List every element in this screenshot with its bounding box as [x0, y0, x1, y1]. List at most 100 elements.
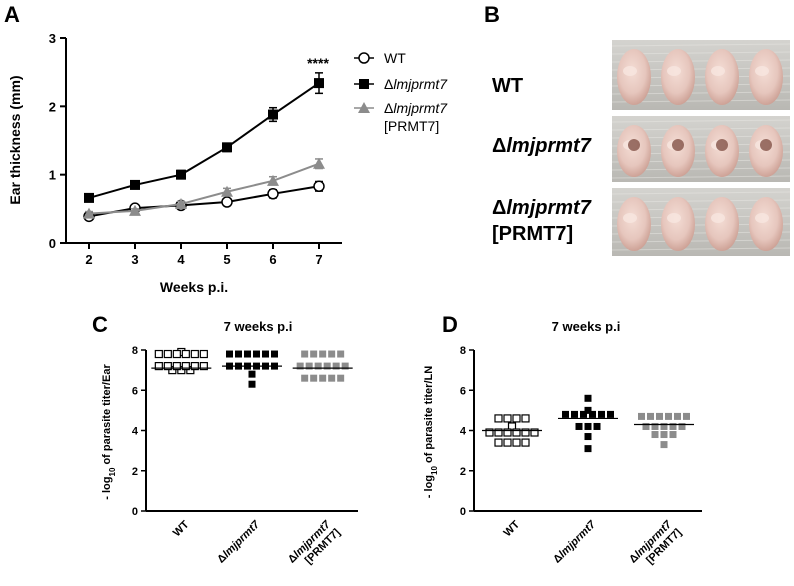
data-point-filled-square	[584, 406, 592, 414]
chart-a-point-circle	[267, 188, 279, 200]
ear-tissue	[705, 197, 739, 251]
ear-tissue	[661, 49, 695, 105]
legend-ko-marker	[359, 79, 369, 89]
data-point-filled-square	[607, 410, 614, 418]
chart-c-ylabel: - log10 of parasite titer/Ear	[101, 364, 117, 500]
panel-letter-a: A	[4, 2, 20, 27]
chart-a-ytick-label: 3	[49, 31, 56, 46]
photo-label-addback-delta: Δ	[492, 197, 506, 219]
ear-lesion	[672, 139, 684, 151]
data-point-open-square	[163, 362, 172, 371]
chart-a-ytick-label: 0	[49, 236, 56, 251]
panel-letter-d: D	[442, 312, 458, 337]
xtick-label-gene: lmjprmt7	[557, 518, 599, 560]
legend-addback-label: Δlmjprmt7	[384, 100, 448, 116]
data-point-open-square	[494, 428, 503, 437]
chart-a-point-triangle	[129, 204, 141, 216]
chart-a-xtick-label: 6	[269, 252, 276, 267]
ytick-label: 2	[132, 466, 138, 478]
data-point-filled-square	[341, 362, 349, 370]
panel-letter-b: B	[484, 2, 500, 27]
chart-a-point-triangle	[267, 174, 279, 186]
chart-a-xtick-label: 2	[85, 252, 92, 267]
xtick-label: WT	[171, 518, 192, 539]
data-point-filled-square	[651, 431, 659, 439]
legend-addback-gene: lmjprmt7	[393, 100, 448, 116]
chart-d-ylabel-sub: 10	[430, 466, 439, 475]
ytick-label: 2	[460, 466, 466, 478]
ear-tissue	[617, 49, 651, 105]
data-point-open-square	[503, 414, 512, 423]
photo-label-addback: Δlmjprmt7	[492, 197, 592, 219]
data-point-open-square	[163, 349, 172, 359]
photo-gauze-line	[611, 43, 791, 47]
chart-a-xlabel: Weeks p.i.	[160, 279, 228, 295]
data-point-filled-square	[584, 422, 592, 430]
data-point-open-square	[512, 438, 521, 447]
chart-a-ylabel: Ear thickness (mm)	[7, 75, 23, 204]
chart-a-xtick-label: 7	[315, 252, 322, 267]
photo-gauze-line	[611, 175, 791, 179]
data-point-filled-square	[589, 410, 596, 418]
chart-a-xtick-label: 3	[131, 252, 138, 267]
ear-highlight	[667, 213, 681, 223]
data-point-open-square	[172, 349, 181, 359]
data-point-filled-square	[571, 410, 578, 418]
data-point-filled-square	[328, 350, 336, 358]
ear-highlight	[711, 66, 725, 76]
data-point-filled-square	[332, 362, 340, 370]
data-point-filled-square	[584, 394, 592, 402]
legend-wt-marker	[358, 52, 370, 64]
chart-d-parasite-ln: 7 weeks p.i - log10 of parasite titer/LN…	[423, 319, 702, 567]
chart-c-ylabel-prefix: - log	[101, 477, 113, 500]
ytick-label: 6	[460, 385, 466, 397]
legend-wt-label: WT	[384, 50, 406, 66]
chart-c-ylabel-suffix: of parasite titer/Ear	[101, 364, 113, 468]
data-point-filled-square	[310, 374, 318, 382]
data-point-open-square	[503, 428, 512, 437]
data-point-open-square	[503, 438, 512, 447]
ytick-label: 4	[460, 426, 467, 438]
data-point-filled-square	[253, 350, 260, 358]
data-point-open-square	[494, 438, 503, 447]
ear-highlight	[755, 66, 769, 76]
photo-gauze-line	[611, 119, 791, 123]
chart-a-point-triangle	[221, 185, 233, 197]
chart-a-point-square	[84, 192, 94, 203]
ytick-label: 8	[132, 345, 138, 357]
chart-a-series-line-1	[88, 82, 320, 199]
xtick-label-prefix: WT	[171, 518, 192, 539]
data-point-filled-square	[575, 422, 583, 430]
chart-a-point-square	[314, 78, 324, 89]
data-point-filled-square	[319, 374, 327, 382]
data-point-open-square	[485, 428, 494, 437]
chart-a-significance: ****	[307, 55, 329, 71]
chart-c-parasite-ear: 7 weeks p.i - log10 of parasite titer/Ea…	[101, 319, 358, 567]
photo-rows	[611, 40, 791, 256]
chart-d-axes: 0 2 4 6 8	[460, 345, 702, 518]
chart-d-ylabel-prefix: - log	[423, 475, 435, 498]
legend-addback-marker	[358, 102, 370, 113]
ear-highlight	[711, 213, 725, 223]
data-point-filled-square	[660, 441, 668, 449]
ear-tissue	[661, 197, 695, 251]
chart-a-xtick-label: 4	[177, 252, 185, 267]
xtick-label-gene: lmjprmt7	[221, 518, 263, 560]
chart-a-ear-thickness: Ear thickness (mm) Weeks p.i. **** 0 1 2 3 2…	[7, 31, 448, 295]
chart-a-point-square	[176, 169, 186, 180]
data-point-filled-square	[593, 422, 601, 430]
data-point-filled-square	[678, 422, 686, 430]
data-point-open-square	[521, 438, 530, 447]
data-point-filled-square	[244, 350, 251, 358]
ear-tissue	[749, 49, 783, 105]
photo-gauze-line	[611, 191, 791, 195]
data-point-filled-square	[301, 350, 309, 358]
data-point-filled-square	[660, 422, 668, 430]
legend-ko-gene: lmjprmt7	[393, 76, 448, 92]
legend-ko-delta: Δ	[384, 76, 393, 92]
xtick-label-prefix: WT	[502, 518, 523, 539]
ear-lesion	[716, 139, 728, 151]
